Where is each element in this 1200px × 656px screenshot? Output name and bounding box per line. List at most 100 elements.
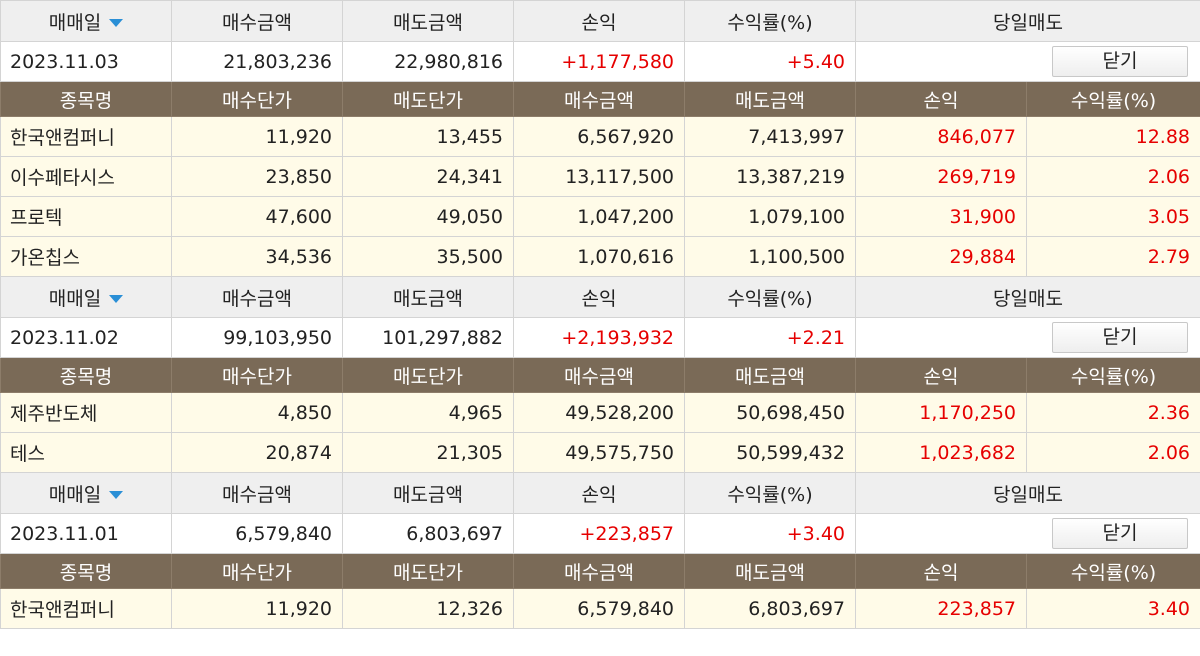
stock-name: 한국앤컴퍼니 — [0, 588, 172, 629]
sell-amount: 6,803,697 — [684, 588, 856, 629]
sell-amount: 50,599,432 — [684, 432, 856, 473]
sort-down-icon[interactable] — [109, 295, 124, 303]
col-header-buy-amount: 매수금액 — [513, 81, 685, 117]
profit-header: 손익 — [513, 0, 685, 42]
summary-header-row: 매매일 매수금액 매도금액 손익 수익률(%) 당일매도 — [0, 0, 1200, 42]
col-header-profit: 손익 — [855, 553, 1027, 589]
buy-amount-header: 매수금액 — [171, 276, 343, 318]
col-header-rate: 수익률(%) — [1025, 553, 1200, 589]
profit-header: 손익 — [513, 276, 685, 318]
column-header-row: 종목명 매수단가 매도단가 매수금액 매도금액 손익 수익률(%) — [0, 553, 1200, 589]
col-header-buy-price: 매수단가 — [171, 357, 343, 393]
trade-date-header[interactable]: 매매일 — [0, 276, 172, 318]
sell-amount: 1,079,100 — [684, 196, 856, 237]
trade-date-header[interactable]: 매매일 — [0, 472, 172, 514]
profit-rate: 3.40 — [1025, 588, 1200, 629]
total-sell-amount: 6,803,697 — [342, 513, 514, 554]
stock-row[interactable]: 한국앤컴퍼니 11,920 13,455 6,567,920 7,413,997 846,… — [0, 116, 1200, 157]
profit: 31,900 — [855, 196, 1027, 237]
sell-price: 49,050 — [342, 196, 514, 237]
trade-history-body: 매매일 매수금액 매도금액 손익 수익률(%) 당일매도 2023.11.03 21,803,… — [0, 0, 1200, 629]
total-rate: +2.21 — [684, 317, 856, 358]
stock-row[interactable]: 프로텍 47,600 49,050 1,047,200 1,079,100 31,900 3… — [0, 196, 1200, 237]
stock-row[interactable]: 가온칩스 34,536 35,500 1,070,616 1,100,500 29,884… — [0, 236, 1200, 277]
sell-amount: 1,100,500 — [684, 236, 856, 277]
total-profit: +2,193,932 — [513, 317, 685, 358]
sell-amount: 7,413,997 — [684, 116, 856, 157]
sell-amount: 50,698,450 — [684, 392, 856, 433]
sell-amount-header: 매도금액 — [342, 0, 514, 42]
rate-header: 수익률(%) — [684, 0, 856, 42]
day-trade-header: 당일매도 — [854, 0, 1200, 42]
trade-date: 2023.11.01 — [0, 513, 172, 554]
col-header-rate: 수익률(%) — [1025, 357, 1200, 393]
profit-header: 손익 — [513, 472, 685, 514]
col-header-buy-price: 매수단가 — [171, 81, 343, 117]
trade-date-header[interactable]: 매매일 — [0, 0, 172, 42]
col-header-sell-price: 매도단가 — [342, 553, 514, 589]
buy-price: 20,874 — [171, 432, 343, 473]
buy-price: 23,850 — [171, 156, 343, 197]
profit: 846,077 — [855, 116, 1027, 157]
profit-rate: 2.06 — [1025, 156, 1200, 197]
stock-name: 가온칩스 — [0, 236, 172, 277]
buy-amount-header: 매수금액 — [171, 0, 343, 42]
stock-name: 제주반도체 — [0, 392, 172, 433]
stock-row[interactable]: 테스 20,874 21,305 49,575,750 50,599,432 1,023,… — [0, 432, 1200, 473]
total-sell-amount: 22,980,816 — [342, 41, 514, 82]
stock-row[interactable]: 이수페타시스 23,850 24,341 13,117,500 13,387,219 26… — [0, 156, 1200, 197]
buy-amount-header: 매수금액 — [171, 472, 343, 514]
close-button[interactable]: 닫기 — [1052, 322, 1189, 353]
sell-price: 12,326 — [342, 588, 514, 629]
close-button[interactable]: 닫기 — [1052, 518, 1189, 549]
total-buy-amount: 6,579,840 — [171, 513, 343, 554]
profit-rate: 2.79 — [1025, 236, 1200, 277]
day-trade-header: 당일매도 — [854, 472, 1200, 514]
sort-down-icon[interactable] — [109, 19, 124, 27]
col-header-name: 종목명 — [0, 357, 172, 393]
stock-row[interactable]: 제주반도체 4,850 4,965 49,528,200 50,698,450 1,170… — [0, 392, 1200, 433]
trade-date-header-label: 매매일 — [48, 11, 102, 34]
column-header-row: 종목명 매수단가 매도단가 매수금액 매도금액 손익 수익률(%) — [0, 81, 1200, 117]
sell-price: 24,341 — [342, 156, 514, 197]
col-header-name: 종목명 — [0, 553, 172, 589]
buy-price: 34,536 — [171, 236, 343, 277]
trade-date: 2023.11.02 — [0, 317, 172, 358]
summary-header-row: 매매일 매수금액 매도금액 손익 수익률(%) 당일매도 — [0, 472, 1200, 514]
stock-name: 한국앤컴퍼니 — [0, 116, 172, 157]
total-profit: +223,857 — [513, 513, 685, 554]
trade-date-header-label: 매매일 — [48, 287, 102, 310]
close-cell: 닫기 — [854, 317, 1200, 358]
rate-header: 수익률(%) — [684, 276, 856, 318]
total-buy-amount: 21,803,236 — [171, 41, 343, 82]
sell-amount: 13,387,219 — [684, 156, 856, 197]
trade-date: 2023.11.03 — [0, 41, 172, 82]
buy-price: 11,920 — [171, 116, 343, 157]
sell-amount-header: 매도금액 — [342, 276, 514, 318]
buy-price: 11,920 — [171, 588, 343, 629]
buy-amount: 13,117,500 — [513, 156, 685, 197]
total-sell-amount: 101,297,882 — [342, 317, 514, 358]
trade-history-grid: 매매일 매수금액 매도금액 손익 수익률(%) 당일매도 2023.11.03 21,803,… — [0, 0, 1200, 629]
profit-rate: 12.88 — [1025, 116, 1200, 157]
col-header-buy-amount: 매수금액 — [513, 553, 685, 589]
sort-down-icon[interactable] — [109, 491, 124, 499]
profit-rate: 3.05 — [1025, 196, 1200, 237]
summary-row: 2023.11.01 6,579,840 6,803,697 +223,857 +3.4… — [0, 513, 1200, 554]
col-header-buy-amount: 매수금액 — [513, 357, 685, 393]
col-header-profit: 손익 — [855, 81, 1027, 117]
profit: 1,023,682 — [855, 432, 1027, 473]
sell-price: 21,305 — [342, 432, 514, 473]
close-cell: 닫기 — [854, 513, 1200, 554]
summary-row: 2023.11.03 21,803,236 22,980,816 +1,177,580… — [0, 41, 1200, 82]
profit: 269,719 — [855, 156, 1027, 197]
trade-history-table: 매매일 매수금액 매도금액 손익 수익률(%) 당일매도 2023.11.03 21,803,… — [0, 0, 1200, 629]
stock-row[interactable]: 한국앤컴퍼니 11,920 12,326 6,579,840 6,803,697 223,… — [0, 588, 1200, 629]
close-button[interactable]: 닫기 — [1052, 46, 1189, 77]
col-header-rate: 수익률(%) — [1025, 81, 1200, 117]
col-header-sell-amount: 매도금액 — [684, 81, 856, 117]
col-header-sell-price: 매도단가 — [342, 81, 514, 117]
stock-name: 프로텍 — [0, 196, 172, 237]
sell-price: 4,965 — [342, 392, 514, 433]
total-buy-amount: 99,103,950 — [171, 317, 343, 358]
